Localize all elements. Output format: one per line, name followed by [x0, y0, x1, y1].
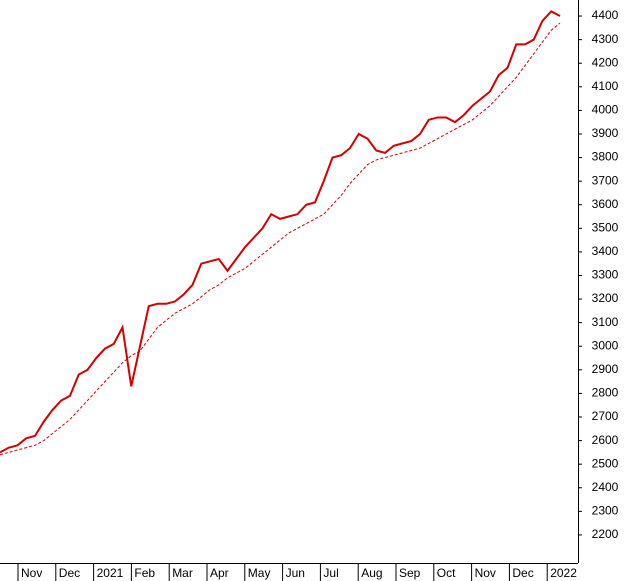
price-line	[0, 10, 561, 454]
y-tick-label: 2500	[592, 456, 619, 470]
x-tick-label: Nov	[475, 566, 496, 580]
y-tick-label: 3900	[592, 126, 619, 140]
x-tick-label: Mar	[172, 566, 193, 580]
y-tick-label: 2700	[592, 409, 619, 423]
x-tick-label: Nov	[21, 566, 42, 580]
y-tick-label: 3300	[592, 268, 619, 282]
y-tick-label: 2900	[592, 362, 619, 376]
x-tick-label: Oct	[437, 566, 456, 580]
y-tick-label: 3000	[592, 338, 619, 352]
y-tick-label: 3200	[592, 291, 619, 305]
y-tick-label: 2800	[592, 386, 619, 400]
y-tick-label: 4400	[592, 8, 619, 22]
x-tick-label: May	[248, 566, 271, 580]
y-tick-label: 3400	[592, 244, 619, 258]
y-tick-label: 2400	[592, 480, 619, 494]
y-tick-label: 3500	[592, 220, 619, 234]
x-tick-label: Sep	[399, 566, 421, 580]
x-tick-label: Dec	[59, 566, 80, 580]
x-tick-label: Feb	[134, 566, 155, 580]
y-tick-label: 4100	[592, 79, 619, 93]
x-tick-label: Aug	[361, 566, 382, 580]
y-tick-label: 2300	[592, 504, 619, 518]
y-tick-label: 4000	[592, 103, 619, 117]
x-tick-label: Jul	[323, 566, 338, 580]
y-tick-label: 3100	[592, 315, 619, 329]
y-tick-label: 2200	[592, 527, 619, 541]
y-tick-label: 4300	[592, 32, 619, 46]
y-tick-label: 3800	[592, 150, 619, 164]
x-tick-label: 2022	[550, 566, 577, 580]
y-tick-label: 3600	[592, 197, 619, 211]
x-tick-label: Apr	[210, 566, 229, 580]
y-tick-label: 3700	[592, 173, 619, 187]
x-tick-label: Dec	[512, 566, 533, 580]
x-tick-label: Jun	[286, 566, 305, 580]
x-tick-label: 2021	[97, 566, 124, 580]
y-tick-label: 4200	[592, 55, 619, 69]
y-tick-label: 2600	[592, 433, 619, 447]
